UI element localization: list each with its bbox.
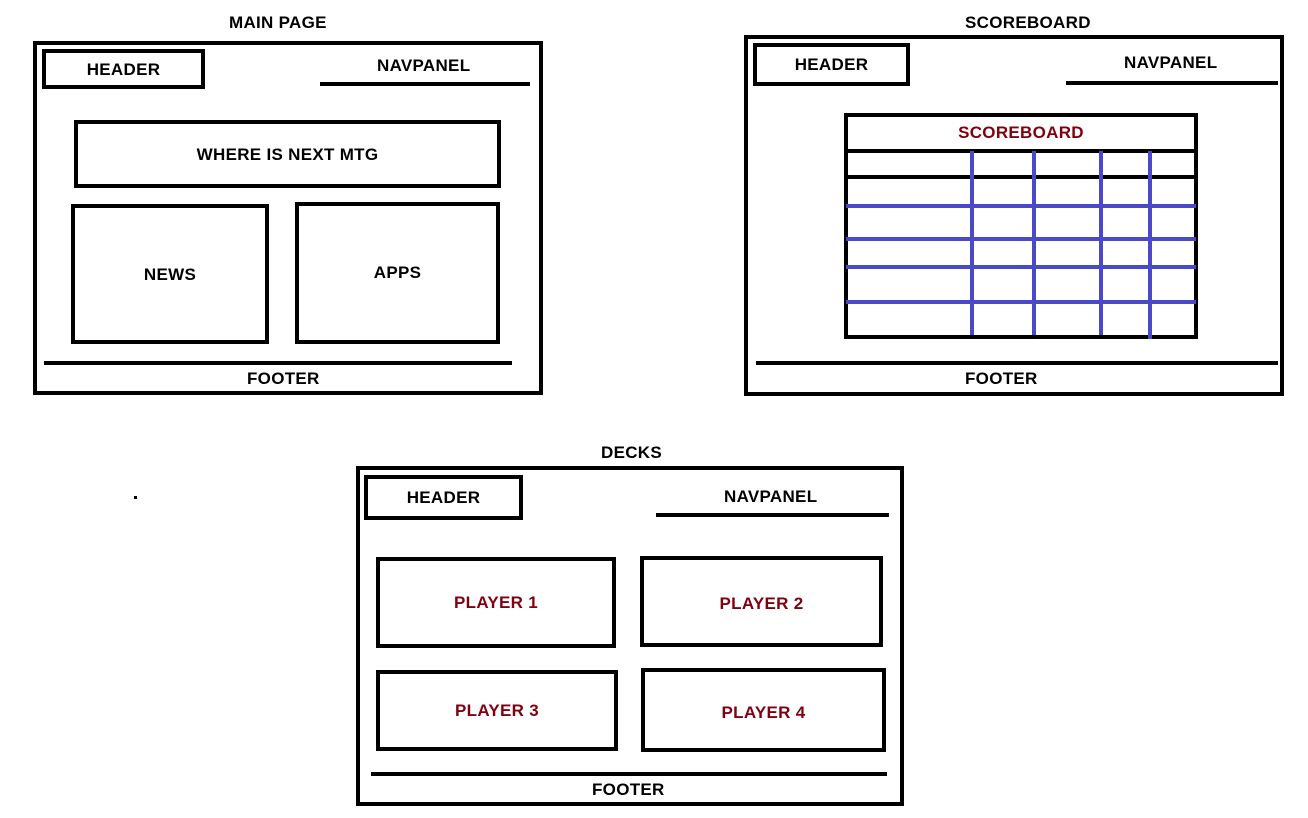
player-4-label: PLAYER 4 (721, 703, 806, 722)
main-header-label: HEADER (86, 59, 161, 79)
scoreboard-page-wireframe (744, 35, 1284, 396)
stray-dot (134, 496, 137, 499)
main-footer-label: FOOTER (247, 369, 320, 388)
scoreboard-table-rule (846, 149, 1196, 153)
scoreboard-footer-label: FOOTER (965, 369, 1038, 388)
decks-page-wireframe (356, 466, 904, 806)
main-footer-line (44, 361, 512, 365)
decks-footer-line (371, 772, 887, 776)
decks-navpanel-line (656, 513, 889, 517)
scoreboard-grid-column-line (1032, 151, 1036, 335)
scoreboard-header-box: HEADER (753, 43, 910, 86)
decks-header-box: HEADER (364, 475, 523, 520)
scoreboard-grid-column-line (1099, 151, 1103, 335)
main-page-title: MAIN PAGE (229, 13, 327, 32)
player-1-box: PLAYER 1 (376, 557, 616, 648)
player-1-label: PLAYER 1 (454, 593, 538, 612)
scoreboard-table (844, 113, 1198, 339)
scoreboard-page-title: SCOREBOARD (965, 13, 1091, 32)
player-3-label: PLAYER 3 (455, 701, 539, 720)
scoreboard-grid-column-line (1148, 151, 1152, 339)
next-meeting-box: WHERE IS NEXT MTG (74, 120, 501, 188)
scoreboard-grid-row-line (846, 300, 1196, 304)
player-2-label: PLAYER 2 (719, 594, 804, 613)
player-2-box: PLAYER 2 (640, 556, 883, 647)
scoreboard-navpanel-line (1066, 81, 1278, 85)
apps-label: APPS (373, 263, 422, 282)
scoreboard-navpanel-label: NAVPANEL (1124, 53, 1218, 72)
decks-navpanel-label: NAVPANEL (724, 487, 818, 506)
decks-footer-label: FOOTER (592, 780, 665, 799)
player-3-box: PLAYER 3 (376, 670, 618, 751)
news-label: NEWS (143, 264, 197, 284)
scoreboard-table-title: SCOREBOARD (958, 123, 1084, 142)
player-4-box: PLAYER 4 (641, 668, 886, 752)
decks-header-label: HEADER (406, 488, 481, 507)
main-navpanel-line (320, 82, 530, 86)
scoreboard-grid-column-line (970, 151, 974, 335)
main-navpanel-label: NAVPANEL (377, 56, 471, 75)
scoreboard-footer-line (756, 361, 1278, 365)
decks-page-title: DECKS (601, 443, 663, 462)
main-page-wireframe (33, 41, 543, 395)
scoreboard-grid-row-line (846, 204, 1196, 208)
main-header-box: HEADER (42, 49, 205, 89)
scoreboard-grid-row-line (846, 265, 1196, 269)
scoreboard-grid-row-line (846, 237, 1196, 241)
scoreboard-table-rule (846, 175, 1196, 179)
scoreboard-header-label: HEADER (794, 55, 869, 74)
news-box: NEWS (71, 204, 269, 344)
apps-box: APPS (295, 202, 500, 344)
next-meeting-label: WHERE IS NEXT MTG (196, 144, 379, 164)
